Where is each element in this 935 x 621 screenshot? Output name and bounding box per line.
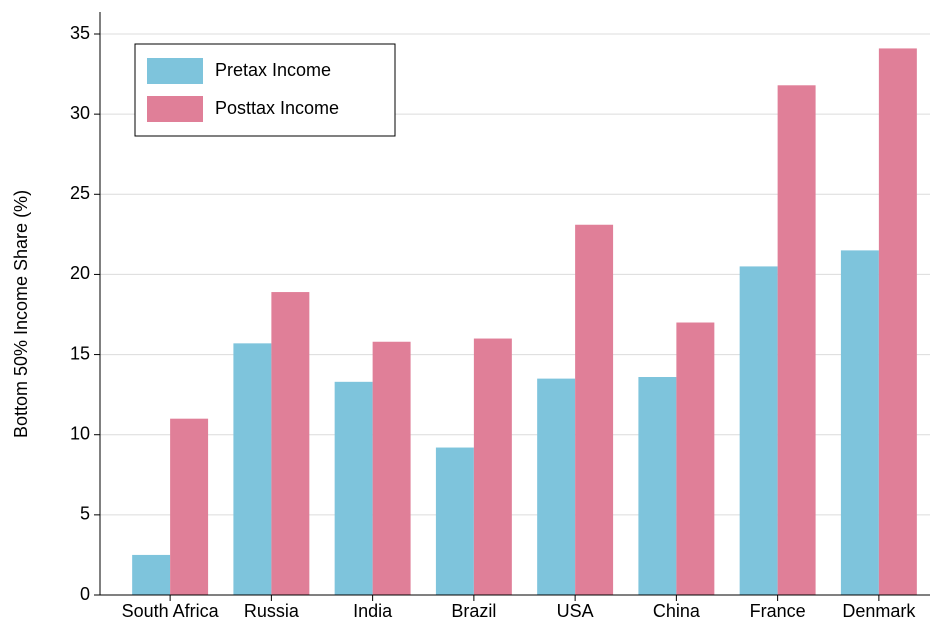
legend-label: Posttax Income <box>215 98 339 118</box>
bar <box>334 381 373 595</box>
y-tick-label: 0 <box>80 584 90 604</box>
bar <box>575 224 614 596</box>
x-tick-label: South Africa <box>122 601 220 621</box>
x-tick-label: USA <box>557 601 594 621</box>
bar <box>878 48 917 595</box>
y-tick-label: 20 <box>70 263 90 283</box>
bar <box>233 343 272 595</box>
bar <box>638 377 677 595</box>
bar <box>372 341 411 595</box>
bar <box>777 85 816 595</box>
y-tick-label: 15 <box>70 343 90 363</box>
x-tick-label: Russia <box>244 601 300 621</box>
legend-swatch <box>147 58 203 84</box>
y-tick-label: 10 <box>70 423 90 443</box>
y-tick-label: 30 <box>70 103 90 123</box>
y-axis-label: Bottom 50% Income Share (%) <box>11 190 31 438</box>
y-tick-label: 5 <box>80 504 90 524</box>
bar <box>132 554 171 595</box>
bar <box>271 292 310 595</box>
legend-label: Pretax Income <box>215 60 331 80</box>
bar <box>435 447 474 595</box>
x-tick-label: Brazil <box>451 601 496 621</box>
legend-swatch <box>147 96 203 122</box>
bar <box>676 322 715 595</box>
bar <box>840 250 879 595</box>
bar <box>537 378 576 595</box>
x-tick-label: China <box>653 601 701 621</box>
bar <box>739 266 778 595</box>
x-tick-label: France <box>750 601 806 621</box>
bar <box>473 338 512 595</box>
x-tick-label: India <box>353 601 393 621</box>
x-tick-label: Denmark <box>842 601 916 621</box>
legend-box <box>134 43 396 137</box>
y-tick-label: 35 <box>70 23 90 43</box>
bar <box>170 418 209 595</box>
y-tick-label: 25 <box>70 183 90 203</box>
